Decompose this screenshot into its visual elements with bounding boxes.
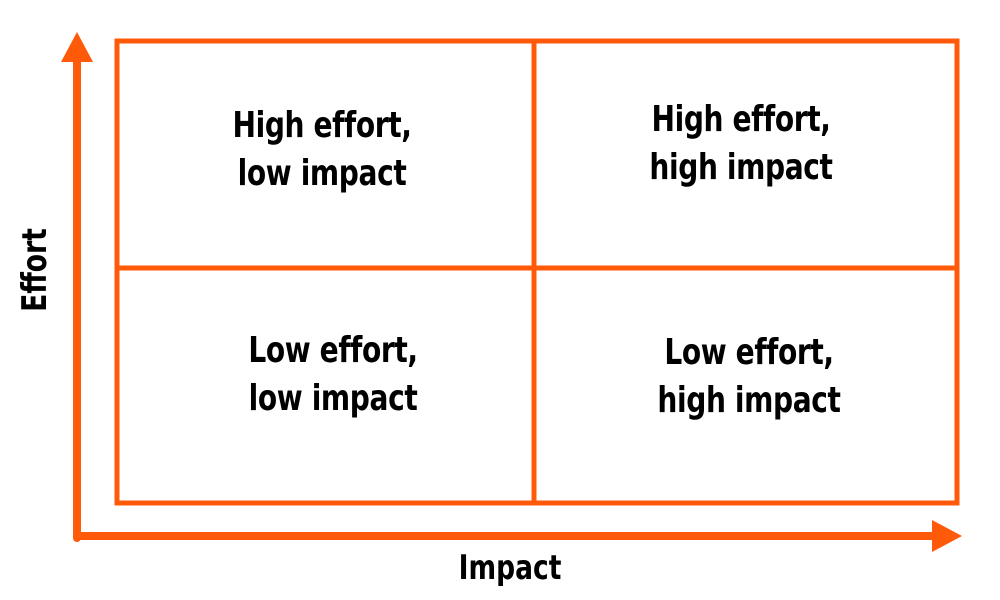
quadrant-top-left-line2: low impact <box>237 153 407 194</box>
quadrant-bottom-left-line1: Low effort, <box>248 330 418 371</box>
y-axis-arrowhead <box>61 32 93 62</box>
x-axis-label: Impact <box>458 548 562 588</box>
quadrant-bottom-left-line2: low impact <box>248 378 418 419</box>
matrix-frame <box>114 38 960 506</box>
quadrant-top-right-line2: high impact <box>649 147 833 188</box>
quadrant-bottom-left-label: Low effort, low impact <box>216 327 450 423</box>
quadrant-bottom-right-label: Low effort, high impact <box>632 329 866 425</box>
x-axis-arrowhead <box>932 520 962 552</box>
quadrant-top-right-line1: High effort, <box>651 99 831 140</box>
quadrant-bottom-right-line1: Low effort, <box>664 332 834 373</box>
quadrant-top-right-label: High effort, high impact <box>624 96 858 192</box>
y-axis-label: Effort <box>15 228 55 312</box>
quadrant-top-left-line1: High effort, <box>232 105 412 146</box>
quadrant-bottom-right-line2: high impact <box>657 380 841 421</box>
quadrant-top-left-label: High effort, low impact <box>205 102 439 198</box>
